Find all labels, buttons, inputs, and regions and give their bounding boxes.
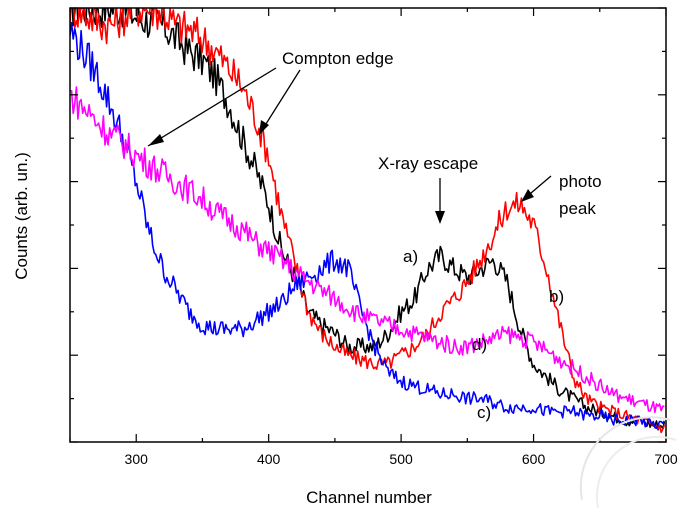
annotation-photo: photo [559,172,602,191]
series-group [70,8,666,434]
series-line-c [70,21,666,430]
annotation-xray-escape: X-ray escape [378,154,478,173]
x-axis-label: Channel number [306,488,432,507]
arrowhead-photo-peak [521,189,534,202]
arrowhead-compton-edge-2 [259,120,269,135]
x-tick-label: 600 [522,451,546,467]
series-line-b [70,8,666,434]
annotation-peak: peak [559,199,596,218]
annotation-compton-edge: Compton edge [282,49,394,68]
arrow-compton-edge-1 [147,67,277,147]
series-label-a: a) [403,247,418,266]
series-label-b: b) [549,287,564,306]
y-axis-label: Counts (arb. un.) [12,152,31,280]
x-tick-label: 700 [654,451,678,467]
series-line-d [70,86,665,413]
watermark-arc [595,435,677,509]
arrowhead-xray-escape [435,211,445,224]
x-tick-label: 300 [125,451,149,467]
series-label-d: d) [472,335,487,354]
series-label-c: c) [477,403,491,422]
tick-group: 300 400 500 600 700 [69,7,678,467]
x-tick-label: 500 [389,451,413,467]
plot-frame [69,7,667,443]
x-tick-label: 400 [257,451,281,467]
arrowhead-compton-edge-1 [148,134,164,146]
watermark-arc [579,416,671,501]
series-line-a [71,8,666,431]
